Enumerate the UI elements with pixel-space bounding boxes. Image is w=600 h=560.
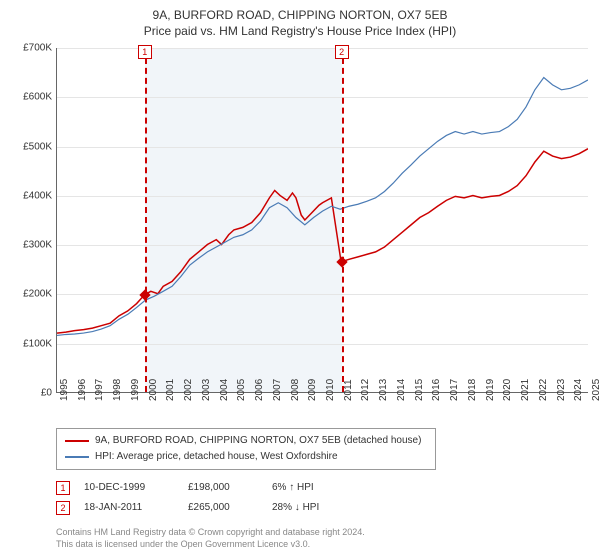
y-axis-label: £600K — [23, 92, 52, 103]
chart-subtitle: Price paid vs. HM Land Registry's House … — [12, 24, 588, 38]
transaction-date: 10-DEC-1999 — [84, 478, 174, 498]
line-series-svg — [57, 48, 588, 392]
chart-container: 9A, BURFORD ROAD, CHIPPING NORTON, OX7 5… — [0, 0, 600, 560]
legend-label: 9A, BURFORD ROAD, CHIPPING NORTON, OX7 5… — [95, 433, 421, 449]
series-property — [57, 149, 588, 333]
transaction-ref: 2 — [56, 501, 70, 515]
legend-swatch — [65, 456, 89, 458]
legend-item: HPI: Average price, detached house, West… — [65, 449, 427, 465]
transaction-delta: 28% ↓ HPI — [272, 498, 352, 518]
y-axis-label: £200K — [23, 289, 52, 300]
disclaimer-line-1: Contains HM Land Registry data © Crown c… — [56, 526, 588, 538]
transaction-row: 2 18-JAN-2011 £265,000 28% ↓ HPI — [56, 498, 588, 518]
legend-item: 9A, BURFORD ROAD, CHIPPING NORTON, OX7 5… — [65, 433, 427, 449]
series-hpi — [57, 78, 588, 336]
transaction-ref: 1 — [56, 481, 70, 495]
y-axis-label: £400K — [23, 190, 52, 201]
y-axis-label: £500K — [23, 141, 52, 152]
y-axis-label: £0 — [41, 388, 52, 399]
y-axis-label: £700K — [23, 43, 52, 54]
chart-title: 9A, BURFORD ROAD, CHIPPING NORTON, OX7 5… — [12, 8, 588, 22]
disclaimer-line-2: This data is licensed under the Open Gov… — [56, 538, 588, 550]
ref-line-2 — [342, 48, 344, 392]
legend-swatch — [65, 440, 89, 442]
disclaimer: Contains HM Land Registry data © Crown c… — [56, 526, 588, 550]
x-axis-label: 2025 — [591, 379, 600, 401]
ref-line-1 — [145, 48, 147, 392]
transaction-date: 18-JAN-2011 — [84, 498, 174, 518]
legend: 9A, BURFORD ROAD, CHIPPING NORTON, OX7 5… — [56, 428, 436, 470]
transaction-price: £198,000 — [188, 478, 258, 498]
legend-label: HPI: Average price, detached house, West… — [95, 449, 338, 465]
chart-area: 12 £0£100K£200K£300K£400K£500K£600K£700K… — [12, 48, 588, 418]
transaction-price: £265,000 — [188, 498, 258, 518]
transaction-table: 1 10-DEC-1999 £198,000 6% ↑ HPI 2 18-JAN-2011… — [56, 478, 588, 518]
ref-marker-2: 2 — [335, 45, 349, 59]
transaction-delta: 6% ↑ HPI — [272, 478, 352, 498]
y-axis-label: £100K — [23, 338, 52, 349]
plot-region: 12 — [56, 48, 588, 393]
y-axis-label: £300K — [23, 240, 52, 251]
transaction-row: 1 10-DEC-1999 £198,000 6% ↑ HPI — [56, 478, 588, 498]
ref-marker-1: 1 — [138, 45, 152, 59]
